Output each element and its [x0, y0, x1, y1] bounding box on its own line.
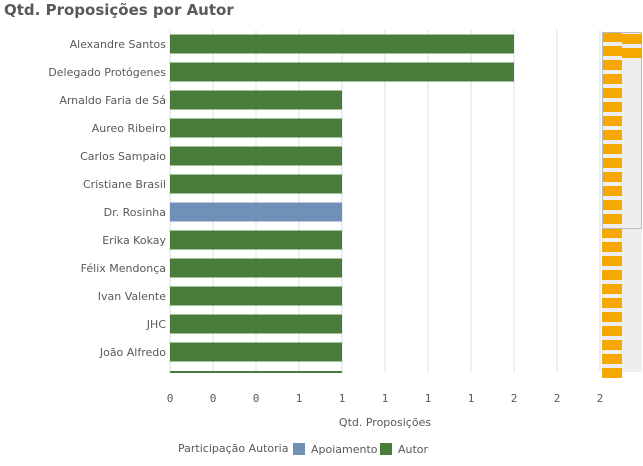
legend-swatch	[380, 443, 392, 455]
legend: Participação Autoria Apoiamento Autor	[178, 442, 429, 456]
bar[interactable]	[170, 286, 342, 306]
legend-title: Participação Autoria	[178, 442, 288, 455]
category-label: JHC	[146, 318, 167, 331]
bar[interactable]	[170, 202, 342, 222]
category-label: Félix Mendonça	[81, 262, 166, 275]
scrollbar-stripe	[602, 172, 622, 182]
bar[interactable]	[170, 342, 342, 362]
category-label: Arnaldo Faria de Sá	[59, 94, 166, 107]
scrollbar-stripe	[602, 74, 622, 84]
legend-item-label: Apoiamento	[311, 443, 378, 456]
bar[interactable]	[170, 62, 514, 82]
category-label: Alexandre Santos	[70, 38, 167, 51]
scrollbar-stripe	[602, 158, 622, 168]
scrollbar-stripe	[602, 46, 622, 56]
scrollbar-stripe	[602, 354, 622, 364]
scrollbar-stripe	[602, 102, 622, 112]
bar[interactable]	[170, 258, 342, 278]
scrollbar-stripe	[602, 32, 622, 42]
x-tick-label: 1	[296, 392, 303, 405]
category-label: João Alfredo	[99, 346, 166, 359]
x-tick-label: 2	[597, 392, 604, 405]
x-tick-label: 2	[511, 392, 518, 405]
scrollbar-stripe	[602, 144, 622, 154]
category-label: Erika Kokay	[102, 234, 166, 247]
scrollbar-stripe	[602, 200, 622, 210]
scrollbar-stripe	[602, 228, 622, 238]
category-label: Delegado Protógenes	[48, 66, 166, 79]
scrollbar-stripe	[602, 130, 622, 140]
category-label: Aureo Ribeiro	[92, 122, 167, 135]
bar[interactable]	[170, 90, 342, 110]
bar[interactable]	[170, 34, 514, 54]
scrollbar-stripe	[602, 284, 622, 294]
category-label: Ivan Valente	[98, 290, 166, 303]
x-tick-label: 0	[210, 392, 217, 405]
scrollbar-stripe	[602, 298, 622, 308]
scrollbar-stripe	[602, 60, 622, 70]
scrollbar-stripe	[602, 326, 622, 336]
category-label: Cristiane Brasil	[83, 178, 166, 191]
chart-title: Qtd. Proposições por Autor	[4, 1, 234, 19]
x-tick-label: 2	[554, 392, 561, 405]
scrollbar-thumb[interactable]	[602, 32, 642, 229]
scrollbar-stripe	[602, 312, 622, 322]
scrollbar-stripe	[602, 116, 622, 126]
category-label: Carlos Sampaio	[80, 150, 166, 163]
x-tick-label: 1	[382, 392, 389, 405]
category-labels: Alexandre Santos Delegado Protógenes Arnal…	[48, 38, 166, 359]
x-tick-label: 1	[468, 392, 475, 405]
category-label: Dr. Rosinha	[104, 206, 166, 219]
scrollbar-stripe	[602, 186, 622, 196]
scrollbar-stripe	[602, 270, 622, 280]
legend-item-label: Autor	[398, 443, 429, 456]
x-tick-label: 1	[425, 392, 432, 405]
scrollbar-stripe	[602, 368, 622, 378]
scrollbar-stripe	[602, 340, 622, 350]
bar[interactable]	[170, 314, 342, 334]
scrollbar-stripe	[602, 214, 622, 224]
x-tick-labels: 0 0 0 1 1 1 1 1 2 2 2	[167, 392, 604, 405]
x-tick-label: 1	[339, 392, 346, 405]
x-tick-label: 0	[167, 392, 174, 405]
legend-swatch	[293, 443, 305, 455]
bar[interactable]	[170, 174, 342, 194]
x-tick-label: 0	[253, 392, 260, 405]
scrollbar-stripe	[602, 242, 622, 252]
scrollbar[interactable]	[602, 32, 642, 378]
scrollbar-stripe	[622, 48, 642, 58]
bar[interactable]	[170, 118, 342, 138]
scrollbar-stripe	[602, 88, 622, 98]
bar-partial	[170, 371, 342, 373]
scrollbar-stripe	[602, 256, 622, 266]
x-axis-title: Qtd. Proposições	[339, 416, 431, 429]
bar[interactable]	[170, 146, 342, 166]
bar[interactable]	[170, 230, 342, 250]
scrollbar-stripe	[622, 34, 642, 44]
bar-layer	[170, 34, 514, 373]
